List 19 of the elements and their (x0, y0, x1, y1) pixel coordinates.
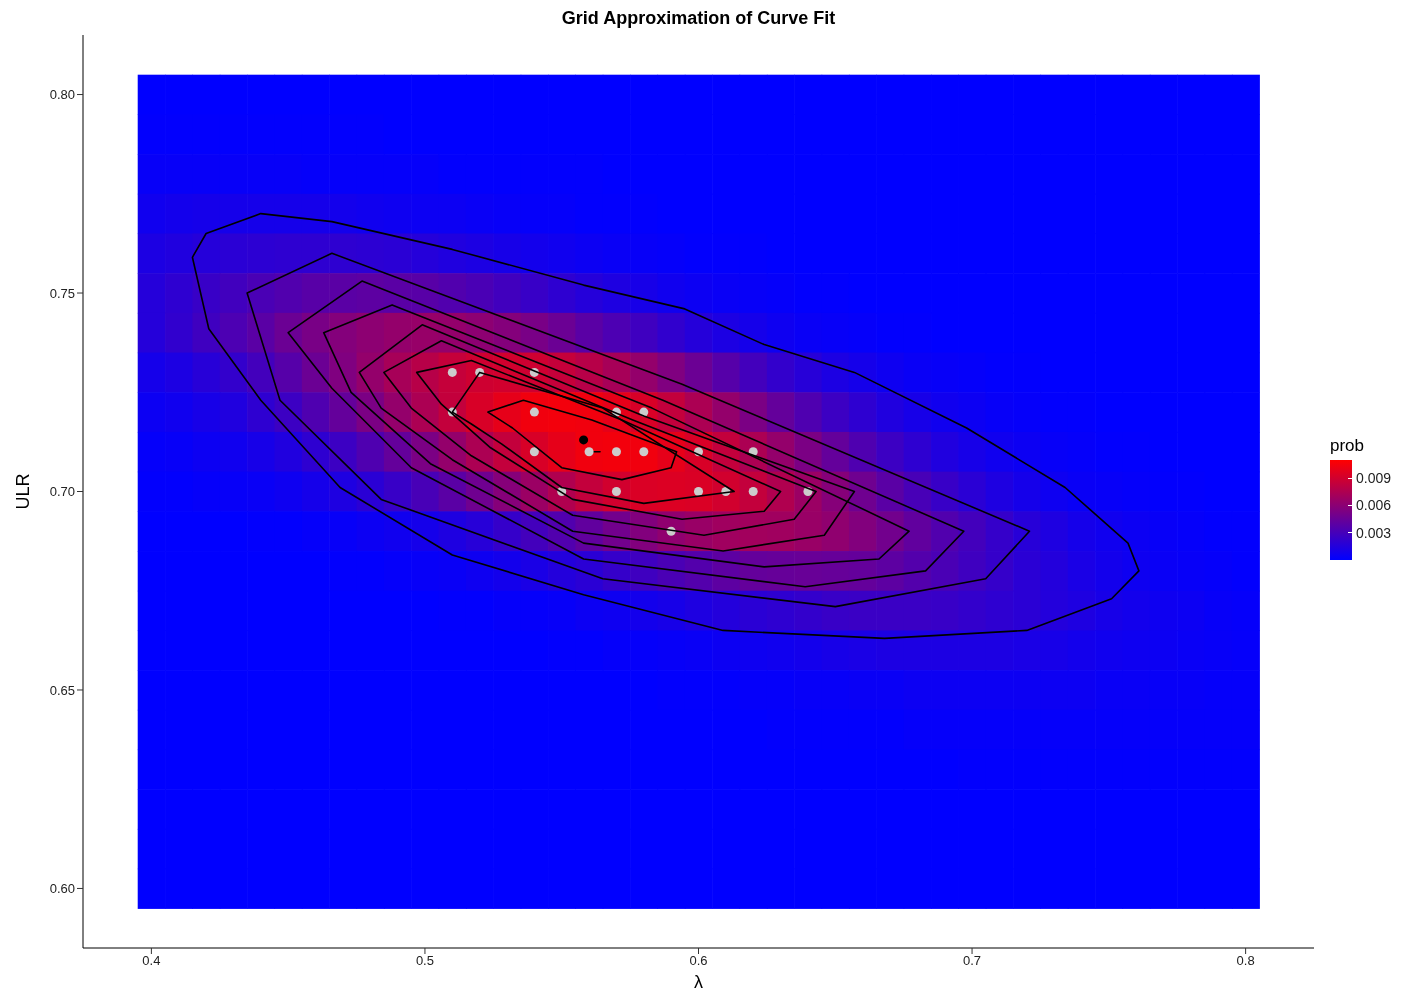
y-tick-label: 0.60 (49, 881, 75, 897)
y-tick-label: 0.75 (49, 285, 75, 301)
y-tick-label: 0.65 (49, 682, 75, 698)
x-tick-label: 0.8 (1236, 953, 1255, 969)
color-bar-title: prob (1330, 436, 1366, 456)
y-axis-title: ULR (13, 473, 34, 510)
point (579, 435, 589, 445)
color-bar-label: 0.006 (1356, 496, 1392, 515)
point (447, 367, 457, 377)
x-tick-label: 0.7 (963, 953, 982, 969)
x-tick-label: 0.6 (689, 953, 708, 969)
color-bar-label: 0.003 (1356, 523, 1392, 542)
chart-title: Grid Approximation of Curve Fit (560, 8, 837, 29)
y-tick-label: 0.70 (49, 484, 75, 500)
x-tick-label: 0.5 (415, 953, 434, 969)
y-tick-label: 0.80 (49, 87, 75, 103)
color-bar-label: 0.009 (1356, 469, 1392, 488)
x-tick-label: 0.4 (142, 953, 161, 969)
x-axis-title: λ (694, 972, 703, 992)
